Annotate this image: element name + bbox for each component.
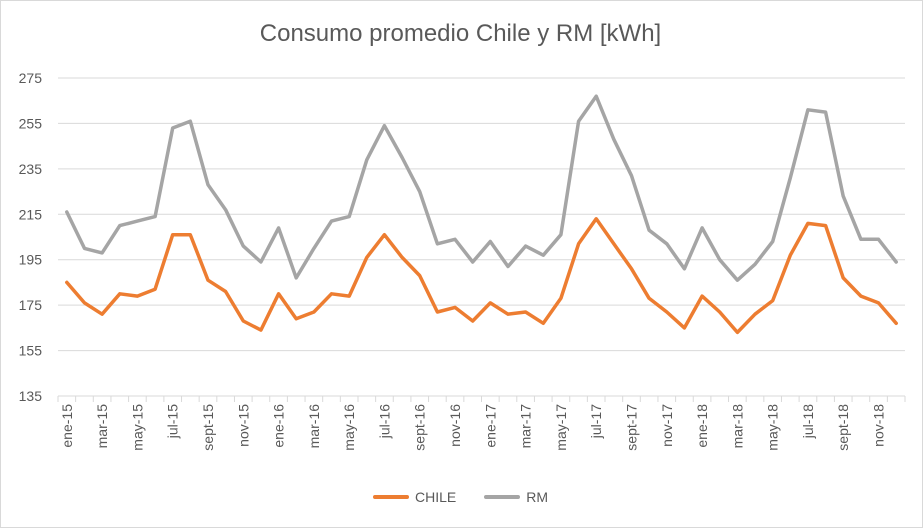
x-tick-label: jul-16	[376, 404, 392, 439]
x-tick-label: jul-15	[165, 404, 181, 439]
x-tick-label: may-17	[553, 404, 569, 451]
series-lines	[65, 94, 898, 335]
y-tick-label: 155	[19, 343, 43, 359]
x-tick-label: sept-18	[835, 404, 851, 451]
x-tick-label: nov-18	[871, 404, 887, 447]
x-tick-label: ene-16	[271, 404, 287, 448]
y-tick-label: 255	[19, 115, 43, 131]
x-tick-label: nov-15	[235, 404, 251, 447]
x-tick-label: jul-18	[800, 404, 816, 439]
legend-item-rm: RM	[484, 489, 548, 505]
y-axis-labels: 135 155 175 195 215 235 255 275	[19, 70, 43, 404]
x-tick-label: jul-17	[588, 404, 604, 439]
y-tick-label: 275	[19, 70, 43, 86]
gridlines	[58, 77, 905, 352]
legend-swatch-rm	[484, 495, 521, 499]
x-tick-label: mar-16	[306, 404, 322, 449]
legend: CHILE RM	[0, 485, 921, 509]
x-tick-label: ene-15	[59, 404, 75, 448]
series-line-chile	[65, 217, 898, 335]
legend-label-rm: RM	[526, 489, 548, 505]
y-tick-label: 175	[19, 297, 43, 313]
legend-item-chile: CHILE	[372, 489, 457, 505]
x-tick-label: mar-15	[94, 404, 110, 449]
x-tick-label: may-15	[129, 404, 145, 451]
x-tick-label: ene-17	[482, 404, 498, 448]
y-tick-label: 215	[19, 206, 43, 222]
x-axis-ticks	[57, 396, 906, 402]
series-line-rm	[65, 94, 898, 282]
x-tick-label: sept-15	[200, 404, 216, 451]
y-tick-label: 235	[19, 161, 43, 177]
x-tick-label: may-16	[341, 404, 357, 451]
legend-label-chile: CHILE	[414, 489, 457, 505]
y-tick-label: 195	[19, 252, 43, 268]
x-tick-label: sept-16	[412, 404, 428, 451]
y-tick-label: 135	[19, 388, 43, 404]
x-tick-label: mar-18	[729, 404, 745, 449]
x-axis-labels: ene-15 mar-15 may-15 jul-15 sept-15 nov-15 ene…	[59, 404, 887, 451]
x-tick-label: ene-18	[694, 404, 710, 448]
x-tick-label: may-18	[765, 404, 781, 451]
chart-title: Consumo promedio Chile y RM [kWh]	[259, 20, 662, 47]
legend-swatch-chile	[372, 495, 409, 499]
x-tick-label: nov-16	[447, 404, 463, 447]
x-tick-label: sept-17	[623, 404, 639, 451]
x-tick-label: mar-17	[518, 404, 534, 449]
x-tick-label: nov-17	[659, 404, 675, 447]
